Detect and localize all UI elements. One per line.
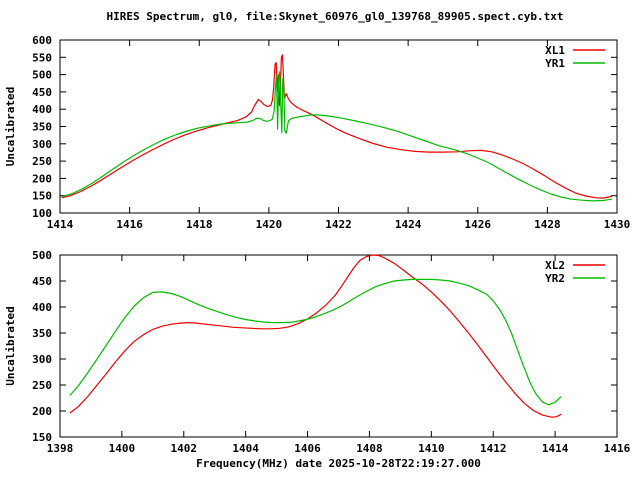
x-tick-label: 1404 bbox=[232, 442, 259, 455]
x-tick-label: 1428 bbox=[534, 218, 561, 231]
XL2-series-line bbox=[69, 254, 562, 418]
y-tick-label: 400 bbox=[32, 301, 52, 314]
y-tick-label: 450 bbox=[32, 275, 52, 288]
chart-title: HIRES Spectrum, gl0, file:Skynet_60976_g… bbox=[106, 10, 564, 23]
x-tick-label: 1408 bbox=[356, 442, 383, 455]
x-tick-label: 1418 bbox=[186, 218, 213, 231]
legend-label-XL1: XL1 bbox=[545, 44, 565, 57]
y-tick-label: 200 bbox=[32, 172, 52, 185]
x-axis-label: Frequency(MHz) date 2025-10-28T22:19:27.… bbox=[196, 457, 481, 470]
x-tick-label: 1416 bbox=[604, 442, 631, 455]
x-tick-label: 1398 bbox=[47, 442, 74, 455]
legend-label-XL2: XL2 bbox=[545, 259, 565, 272]
x-tick-label: 1424 bbox=[395, 218, 422, 231]
y-tick-label: 450 bbox=[32, 86, 52, 99]
y-tick-label: 550 bbox=[32, 51, 52, 64]
y-tick-label: 350 bbox=[32, 121, 52, 134]
y-tick-label: 500 bbox=[32, 69, 52, 82]
y-tick-label: 400 bbox=[32, 103, 52, 116]
y-tick-label: 300 bbox=[32, 353, 52, 366]
x-tick-label: 1410 bbox=[418, 442, 445, 455]
y-axis-label: Uncalibrated bbox=[4, 87, 17, 166]
y-tick-label: 300 bbox=[32, 138, 52, 151]
y-tick-label: 350 bbox=[32, 327, 52, 340]
y-tick-label: 200 bbox=[32, 405, 52, 418]
x-tick-label: 1426 bbox=[465, 218, 492, 231]
x-tick-label: 1430 bbox=[604, 218, 631, 231]
YR1-series-line bbox=[61, 71, 612, 202]
y-tick-label: 250 bbox=[32, 379, 52, 392]
y-tick-label: 250 bbox=[32, 155, 52, 168]
XL1-series-line bbox=[61, 54, 612, 199]
y-tick-label: 600 bbox=[32, 34, 52, 47]
y-axis-label: Uncalibrated bbox=[4, 306, 17, 385]
legend-label-YR1: YR1 bbox=[545, 57, 565, 70]
x-tick-label: 1414 bbox=[542, 442, 569, 455]
YR2-series-line bbox=[69, 278, 562, 406]
y-tick-label: 150 bbox=[32, 431, 52, 444]
x-tick-label: 1412 bbox=[480, 442, 507, 455]
x-tick-label: 1406 bbox=[294, 442, 321, 455]
x-tick-label: 1422 bbox=[325, 218, 352, 231]
x-tick-label: 1402 bbox=[171, 442, 198, 455]
y-tick-label: 500 bbox=[32, 249, 52, 262]
x-tick-label: 1416 bbox=[116, 218, 143, 231]
x-tick-label: 1420 bbox=[256, 218, 283, 231]
legend-label-YR2: YR2 bbox=[545, 272, 565, 285]
y-tick-label: 150 bbox=[32, 190, 52, 203]
bottom-plot-frame bbox=[59, 254, 618, 438]
y-tick-label: 100 bbox=[32, 207, 52, 220]
x-tick-label: 1400 bbox=[109, 442, 136, 455]
x-tick-label: 1414 bbox=[47, 218, 74, 231]
